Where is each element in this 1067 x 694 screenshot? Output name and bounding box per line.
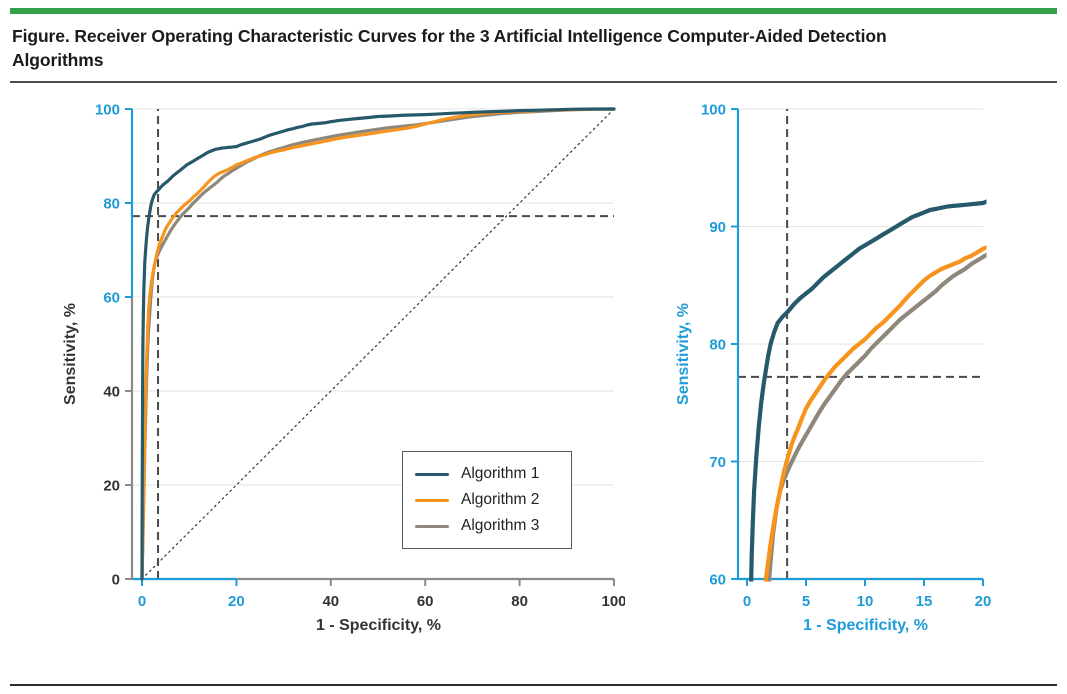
y-tick-label: 60: [709, 572, 726, 589]
top-accent-bar: [10, 8, 1057, 14]
roc-curve-algorithm-2: [763, 245, 987, 582]
x-tick-label: 40: [322, 593, 339, 610]
left-y-axis-title: Sensitivity, %: [62, 303, 79, 406]
x-tick-label: 60: [417, 593, 434, 610]
figure-body: Sensitivity, % 0 20 40 60 80 100 0 20 40 60 80 100 …: [10, 93, 1057, 635]
y-tick-label: 80: [103, 196, 120, 213]
legend: Algorithm 1 Algorithm 2 Algorithm 3: [402, 451, 572, 550]
y-tick-label: 80: [709, 337, 726, 354]
y-tick-label: 90: [709, 219, 726, 236]
right-x-axis-title: 1 - Specificity, %: [802, 617, 929, 635]
roc-curve-algorithm-2: [140, 107, 616, 581]
roc-curve-algorithm-1: [749, 199, 987, 582]
legend-item: Algorithm 2: [415, 487, 559, 513]
left-plot-area: 0 20 40 60 80 100 0 20 40 60 80 100 Algorithm 1 Alg…: [80, 93, 625, 615]
roc-chart-zoom: 0 5 10 15 20 60 70 80 90 100: [701, 102, 992, 611]
x-tick-label: 0: [743, 593, 751, 610]
roc-panel-full: Sensitivity, % 0 20 40 60 80 100 0 20 40 60 80 100 …: [54, 93, 625, 635]
x-tick-label: 100: [601, 593, 625, 610]
y-tick-label: 40: [103, 384, 120, 401]
bottom-divider: [10, 684, 1057, 686]
x-tick-label: 80: [511, 593, 528, 610]
right-plot-area: 0 5 10 15 20 60 70 80 90 100: [693, 93, 998, 615]
y-tick-label: 60: [103, 290, 120, 307]
legend-line-swatch-algorithm-3: [415, 524, 449, 529]
y-tick-label: 0: [112, 572, 120, 589]
roc-curve-algorithm-3: [766, 252, 987, 582]
roc-chart-full: 0 20 40 60 80 100 0 20 40 60 80 100: [95, 102, 625, 611]
legend-item: Algorithm 1: [415, 461, 559, 487]
left-x-axis-title: 1 - Specificity, %: [315, 617, 442, 635]
x-tick-label: 5: [802, 593, 810, 610]
right-y-axis-title: Sensitivity, %: [675, 303, 692, 406]
x-tick-label: 0: [138, 593, 146, 610]
legend-line-swatch-algorithm-1: [415, 472, 449, 477]
x-tick-label: 20: [975, 593, 992, 610]
title-divider: [10, 81, 1057, 84]
legend-label: Algorithm 1: [461, 465, 540, 483]
x-tick-label: 10: [857, 593, 874, 610]
x-tick-label: 20: [228, 593, 245, 610]
y-tick-label: 70: [709, 454, 726, 471]
figure-title: Figure. Receiver Operating Characteristi…: [12, 26, 887, 71]
x-tick-label: 15: [916, 593, 933, 610]
legend-label: Algorithm 2: [461, 491, 540, 509]
legend-label: Algorithm 3: [461, 517, 540, 535]
roc-panel-zoom: Sensitivity, % 0 5 10 15 20 60 70 80 90 100 1 - S…: [667, 93, 998, 635]
roc-curve-algorithm-1: [140, 107, 616, 581]
y-tick-label: 100: [701, 102, 726, 119]
y-tick-label: 20: [103, 478, 120, 495]
y-tick-label: 100: [95, 102, 120, 119]
legend-item: Algorithm 3: [415, 513, 559, 539]
legend-line-swatch-algorithm-2: [415, 498, 449, 503]
